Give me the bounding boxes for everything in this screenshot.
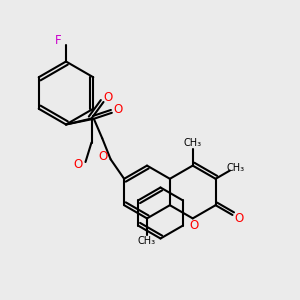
Text: CH₃: CH₃: [226, 163, 244, 172]
Text: CH₃: CH₃: [184, 138, 202, 148]
Text: CH₃: CH₃: [138, 236, 156, 246]
Text: F: F: [55, 34, 62, 47]
Text: O: O: [98, 150, 108, 164]
Text: O: O: [103, 91, 112, 104]
Text: O: O: [234, 212, 244, 225]
Text: O: O: [190, 219, 199, 232]
Text: O: O: [113, 103, 122, 116]
Text: O: O: [74, 158, 82, 172]
